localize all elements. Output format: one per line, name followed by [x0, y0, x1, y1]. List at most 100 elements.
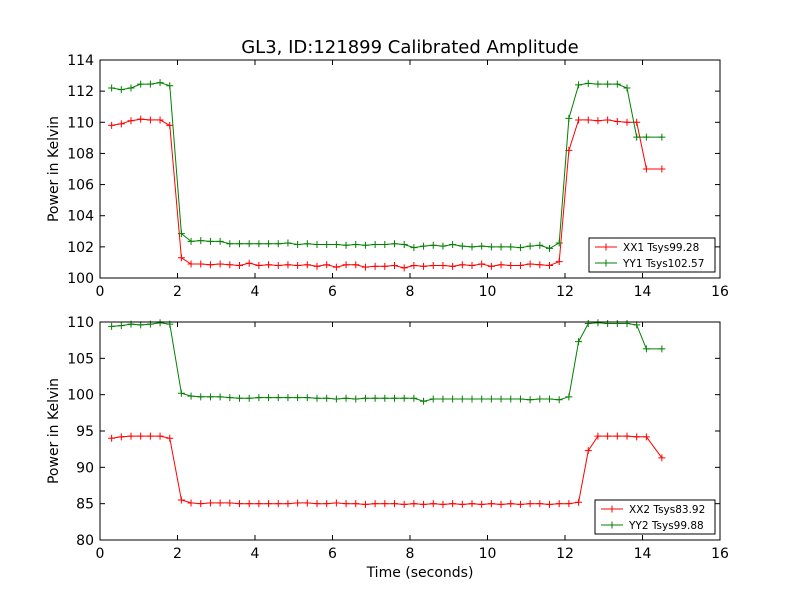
data-point	[478, 260, 486, 268]
data-point	[584, 319, 592, 327]
data-point	[410, 262, 418, 270]
data-point	[342, 394, 350, 402]
data-point	[613, 80, 621, 88]
data-point	[342, 261, 350, 269]
y-tick-label: 85	[76, 497, 94, 513]
data-point	[371, 241, 379, 249]
data-point	[429, 395, 437, 403]
data-point	[478, 395, 486, 403]
data-point	[546, 262, 553, 270]
data-point	[594, 319, 602, 327]
data-point	[177, 254, 185, 262]
x-tick-label: 4	[251, 546, 260, 562]
data-point	[633, 133, 641, 141]
data-point	[294, 499, 302, 507]
data-point	[400, 394, 408, 402]
data-point	[604, 432, 612, 440]
data-point	[575, 498, 583, 506]
data-point	[458, 500, 466, 508]
data-point	[294, 394, 302, 402]
data-point	[420, 242, 428, 250]
data-point	[575, 338, 583, 346]
data-point	[226, 261, 234, 269]
data-point	[352, 241, 360, 249]
data-point	[274, 240, 282, 248]
y-tick-label: 114	[67, 53, 94, 69]
data-point	[429, 262, 437, 270]
series-1	[108, 432, 666, 508]
legend-marker	[602, 243, 610, 251]
data-point	[226, 499, 234, 507]
data-point	[206, 261, 214, 269]
data-point	[274, 262, 282, 270]
data-point	[604, 319, 612, 327]
data-point	[323, 261, 331, 269]
data-point	[536, 395, 544, 403]
y-tick-label: 108	[67, 146, 94, 162]
data-point	[449, 241, 457, 249]
data-point	[546, 395, 553, 403]
data-point	[226, 394, 234, 402]
data-point	[156, 79, 164, 87]
y-axis-label: Power in Kelvin	[46, 116, 62, 222]
data-point	[255, 394, 263, 402]
data-point	[555, 258, 563, 266]
y-tick-label: 110	[67, 315, 94, 331]
data-point	[146, 116, 154, 124]
data-point	[516, 395, 524, 403]
data-point	[313, 241, 321, 249]
data-point	[526, 242, 534, 250]
data-point	[497, 500, 505, 508]
data-point	[265, 261, 273, 269]
data-point	[197, 237, 205, 245]
data-point	[478, 242, 486, 250]
data-point	[303, 394, 311, 402]
data-point	[584, 116, 592, 124]
data-point	[487, 500, 495, 508]
legend: XX1 Tsys99.28 YY1 Tsys102.57	[588, 237, 716, 273]
data-point	[391, 394, 398, 402]
y-tick-label: 112	[67, 84, 94, 100]
data-point	[245, 394, 253, 402]
data-point	[429, 241, 437, 249]
data-point	[352, 395, 360, 403]
data-point	[420, 397, 428, 405]
data-point	[658, 345, 666, 353]
data-point	[303, 240, 311, 248]
data-point	[284, 261, 292, 269]
x-tick-label: 0	[96, 546, 105, 562]
data-point	[127, 117, 135, 125]
data-point	[236, 394, 243, 402]
data-point	[361, 241, 369, 249]
x-tick-label: 16	[711, 546, 729, 562]
data-point	[468, 243, 476, 251]
data-point	[584, 79, 592, 87]
data-point	[468, 500, 476, 508]
data-point	[187, 237, 195, 245]
data-point	[323, 394, 331, 402]
data-point	[156, 319, 164, 327]
data-point	[658, 133, 666, 141]
data-point	[623, 319, 631, 327]
series-2	[108, 79, 666, 252]
data-point	[117, 86, 125, 94]
data-point	[187, 260, 195, 268]
data-point	[313, 262, 321, 270]
data-point	[536, 261, 544, 269]
data-point	[468, 262, 476, 270]
data-point	[439, 500, 447, 508]
data-point	[255, 262, 263, 270]
data-point	[332, 241, 340, 249]
data-point	[487, 395, 495, 403]
data-point	[623, 84, 631, 92]
data-point	[555, 239, 563, 247]
y-tick-label: 110	[67, 115, 94, 131]
data-point	[313, 500, 321, 508]
data-point	[166, 121, 174, 129]
data-point	[265, 500, 273, 508]
data-point	[633, 321, 641, 329]
data-point	[294, 241, 302, 249]
x-tick-label: 16	[711, 284, 729, 300]
data-point	[381, 262, 389, 270]
